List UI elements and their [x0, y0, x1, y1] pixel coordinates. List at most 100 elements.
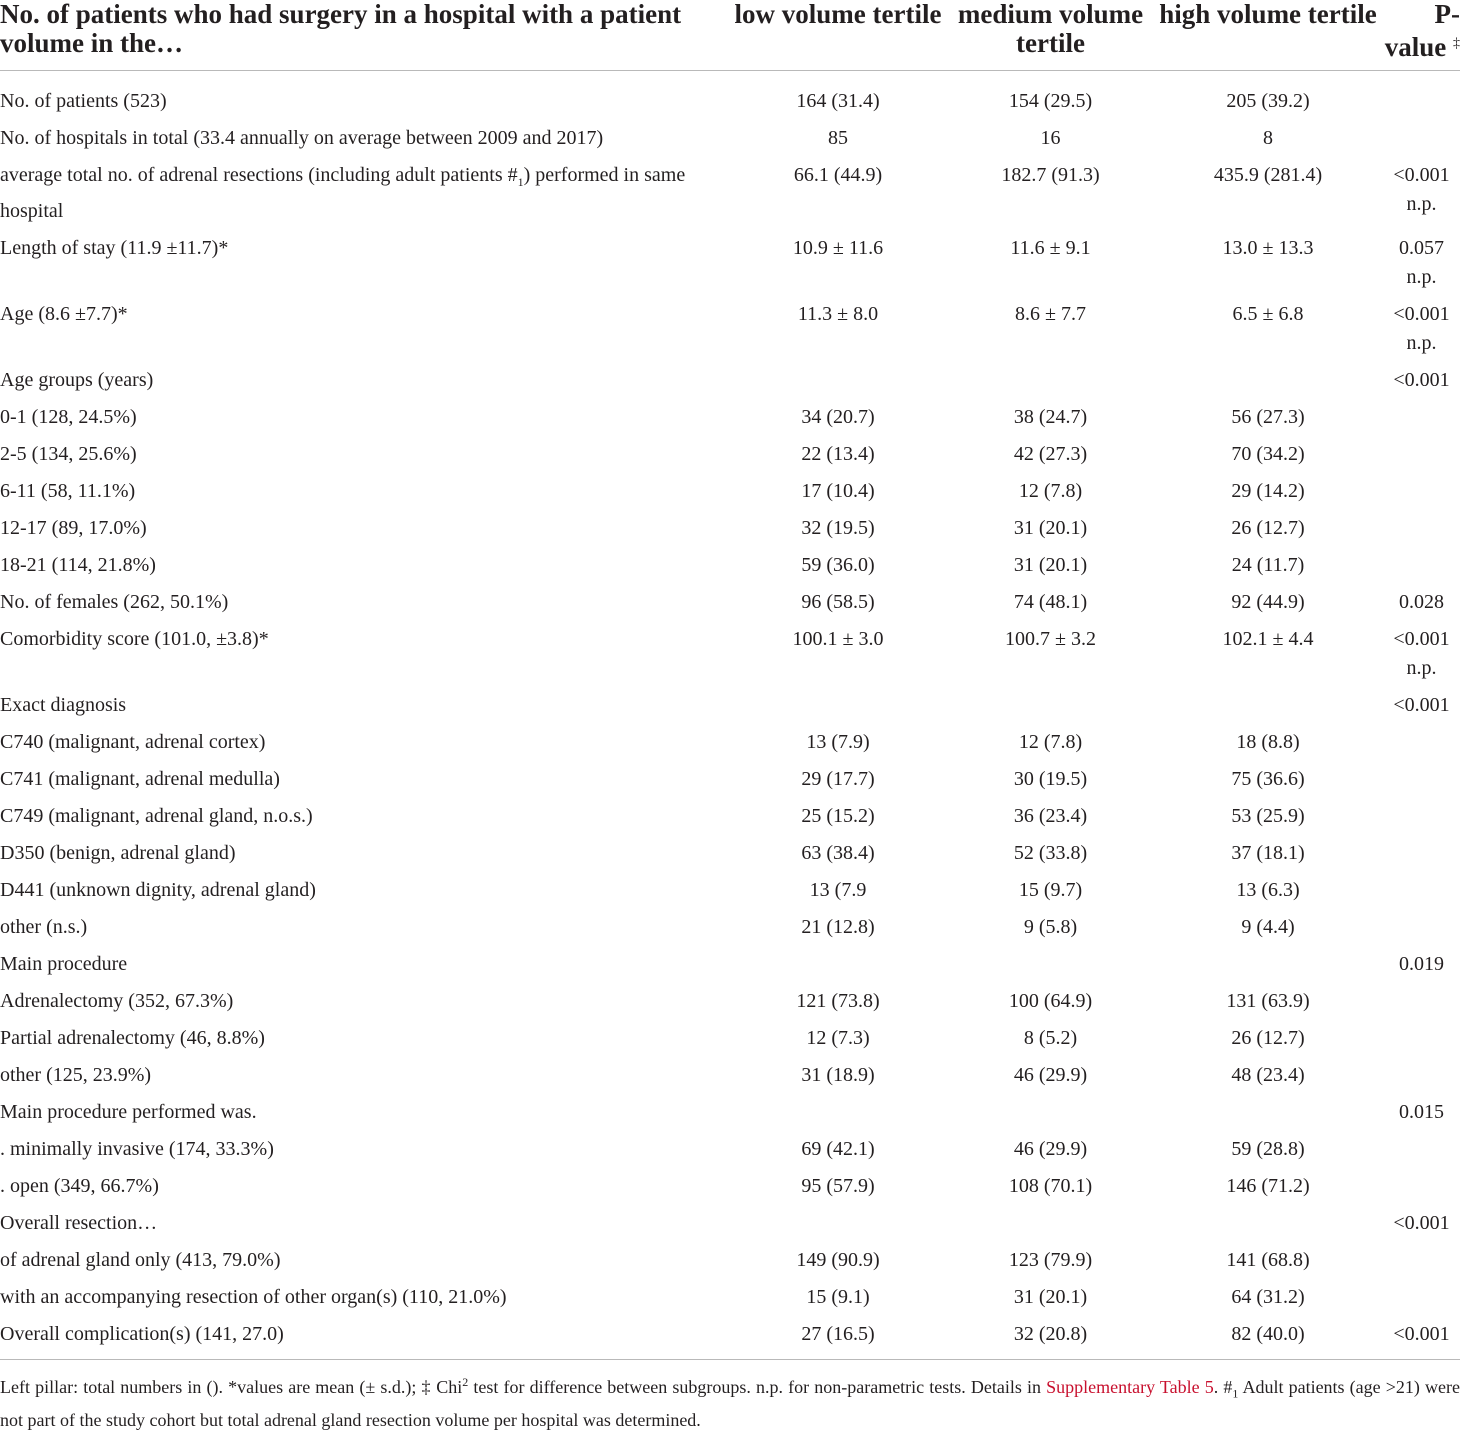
- medium-volume-cell: 8.6 ± 7.7: [1015, 303, 1086, 325]
- footnote-text-2: test for difference between subgroups. n…: [468, 1377, 1047, 1397]
- row-label: No. of hospitals in total (33.4 annually…: [0, 127, 604, 149]
- high-volume-cell: 13 (6.3): [1236, 879, 1300, 901]
- low-volume-cell: 100.1 ± 3.0: [792, 628, 884, 650]
- table-row: Comorbidity score (101.0, ±3.8)* 100.1 ± …: [0, 621, 1460, 687]
- row-label: D441 (unknown dignity, adrenal gland): [0, 879, 316, 901]
- footnote-text-3: . #: [1213, 1377, 1233, 1397]
- footnote-sub: 1: [1232, 1386, 1239, 1401]
- row-label: . minimally invasive (174, 33.3%): [0, 1138, 274, 1160]
- p-value-cell: [1383, 399, 1460, 436]
- supplementary-table-link[interactable]: Supplementary Table 5: [1046, 1377, 1214, 1397]
- p-value-cell: [1383, 1057, 1460, 1094]
- row-label: 18-21 (114, 21.8%): [0, 554, 156, 576]
- low-volume-cell: 32 (19.5): [801, 517, 875, 539]
- table-row: other (125, 23.9%) 31 (18.9) 46 (29.9) 48 (…: [0, 1057, 1460, 1094]
- p-value-cell: [1383, 724, 1460, 761]
- medium-volume-cell: 8 (5.2): [1023, 1027, 1078, 1049]
- high-volume-cell: 205 (39.2): [1226, 90, 1310, 112]
- medium-volume-cell: [948, 946, 1153, 983]
- medium-volume-cell: 16: [1040, 127, 1061, 149]
- high-volume-cell: [1153, 362, 1383, 399]
- high-volume-cell: 9 (4.4): [1241, 916, 1295, 938]
- row-label: other (125, 23.9%): [0, 1064, 152, 1086]
- table-row: C740 (malignant, adrenal cortex) 13 (7.9)…: [0, 724, 1460, 761]
- row-label: Overall complication(s) (141, 27.0): [0, 1323, 284, 1345]
- row-label: 12-17 (89, 17.0%): [0, 517, 147, 539]
- table-row: other (n.s.) 21 (12.8) 9 (5.8) 9 (4.4): [0, 909, 1460, 946]
- p-value-cell: [1383, 1168, 1460, 1205]
- table-row: of adrenal gland only (413, 79.0%) 149 (9…: [0, 1242, 1460, 1279]
- low-volume-cell: 31 (18.9): [801, 1064, 875, 1086]
- footnote-sup: 2: [462, 1375, 469, 1389]
- high-volume-cell: 92 (44.9): [1231, 591, 1305, 613]
- medium-volume-cell: [948, 362, 1153, 399]
- table-row: Adrenalectomy (352, 67.3%) 121 (73.8) 100 …: [0, 983, 1460, 1020]
- header-high-volume: high volume tertile: [1153, 0, 1383, 71]
- p-value-cell: [1383, 1131, 1460, 1168]
- table-row: average total no. of adrenal resections …: [0, 157, 1460, 230]
- p-value-cell: 0.019: [1399, 953, 1444, 975]
- low-volume-cell: 164 (31.4): [796, 90, 880, 112]
- table-row: Overall complication(s) (141, 27.0) 27 (1…: [0, 1316, 1460, 1359]
- row-label: Main procedure: [0, 953, 128, 975]
- table-row: 18-21 (114, 21.8%) 59 (36.0) 31 (20.1) 24 (…: [0, 547, 1460, 584]
- medium-volume-cell: 11.6 ± 9.1: [1010, 237, 1091, 259]
- low-volume-cell: 149 (90.9): [796, 1249, 880, 1271]
- p-value-cell: <0.001: [1393, 1323, 1450, 1345]
- table-row: Age groups (years) <0.001: [0, 362, 1460, 399]
- low-volume-cell: [728, 362, 948, 399]
- header-p-value: P-value ‡: [1383, 0, 1460, 71]
- row-label: Length of stay (11.9 ±11.7)*: [0, 237, 229, 259]
- medium-volume-cell: 100 (64.9): [1008, 990, 1093, 1012]
- high-volume-cell: 59 (28.8): [1231, 1138, 1305, 1160]
- p-value-cell: [1383, 510, 1460, 547]
- low-volume-cell: 12 (7.3): [806, 1027, 870, 1049]
- p-value-cell: [1383, 547, 1460, 584]
- medium-volume-cell: 108 (70.1): [1008, 1175, 1093, 1197]
- p-value-cell: [1383, 473, 1460, 510]
- row-label: Age groups (years): [0, 369, 154, 391]
- low-volume-cell: 11.3 ± 8.0: [797, 303, 879, 325]
- p-value-cell: [1383, 1242, 1460, 1279]
- high-volume-cell: 53 (25.9): [1231, 805, 1305, 827]
- medium-volume-cell: 100.7 ± 3.2: [1005, 628, 1096, 650]
- p-value-cell: [1383, 1279, 1460, 1316]
- high-volume-cell: 141 (68.8): [1226, 1249, 1310, 1271]
- low-volume-cell: 27 (16.5): [801, 1323, 875, 1345]
- table-row: . open (349, 66.7%) 95 (57.9) 108 (70.1) 14…: [0, 1168, 1460, 1205]
- table-row: Main procedure performed was. 0.015: [0, 1094, 1460, 1131]
- table-row: Partial adrenalectomy (46, 8.8%) 12 (7.3)…: [0, 1020, 1460, 1057]
- row-label: average total no. of adrenal resections …: [0, 157, 728, 230]
- p-value-cell: [1383, 120, 1460, 157]
- row-label: of adrenal gland only (413, 79.0%): [0, 1249, 281, 1271]
- table-row: with an accompanying resection of other …: [0, 1279, 1460, 1316]
- low-volume-cell: 63 (38.4): [801, 842, 875, 864]
- high-volume-cell: [1153, 946, 1383, 983]
- header-medium-volume: medium volume tertile: [948, 0, 1153, 71]
- table-row: No. of hospitals in total (33.4 annually…: [0, 120, 1460, 157]
- table-row: . minimally invasive (174, 33.3%) 69 (42.…: [0, 1131, 1460, 1168]
- row-label: Main procedure performed was.: [0, 1101, 257, 1123]
- p-value-cell: [1383, 983, 1460, 1020]
- high-volume-cell: 64 (31.2): [1231, 1286, 1305, 1308]
- medium-volume-cell: 46 (29.9): [1013, 1138, 1088, 1160]
- medium-volume-cell: 9 (5.8): [1023, 916, 1078, 938]
- double-dagger-mark: ‡: [1453, 36, 1460, 51]
- low-volume-cell: [728, 1205, 948, 1242]
- low-volume-cell: 15 (9.1): [806, 1286, 870, 1308]
- p-value-cell: <0.001 n.p.: [1393, 628, 1450, 679]
- row-label: 2-5 (134, 25.6%): [0, 443, 137, 465]
- row-label: 0-1 (128, 24.5%): [0, 406, 137, 428]
- low-volume-cell: [728, 687, 948, 724]
- low-volume-cell: 96 (58.5): [801, 591, 875, 613]
- table-row: Length of stay (11.9 ±11.7)* 10.9 ± 11.6 1…: [0, 230, 1460, 296]
- row-label: with an accompanying resection of other …: [0, 1286, 507, 1308]
- low-volume-cell: 17 (10.4): [801, 480, 875, 502]
- row-label: No. of patients (523): [0, 90, 167, 112]
- row-label: D350 (benign, adrenal gland): [0, 842, 236, 864]
- medium-volume-cell: 15 (9.7): [1018, 879, 1083, 901]
- low-volume-cell: [728, 1094, 948, 1131]
- low-volume-cell: 59 (36.0): [801, 554, 875, 576]
- row-label: 6-11 (58, 11.1%): [0, 480, 136, 502]
- table-row: Age (8.6 ±7.7)* 11.3 ± 8.0 8.6 ± 7.7 6.5 ± …: [0, 296, 1460, 362]
